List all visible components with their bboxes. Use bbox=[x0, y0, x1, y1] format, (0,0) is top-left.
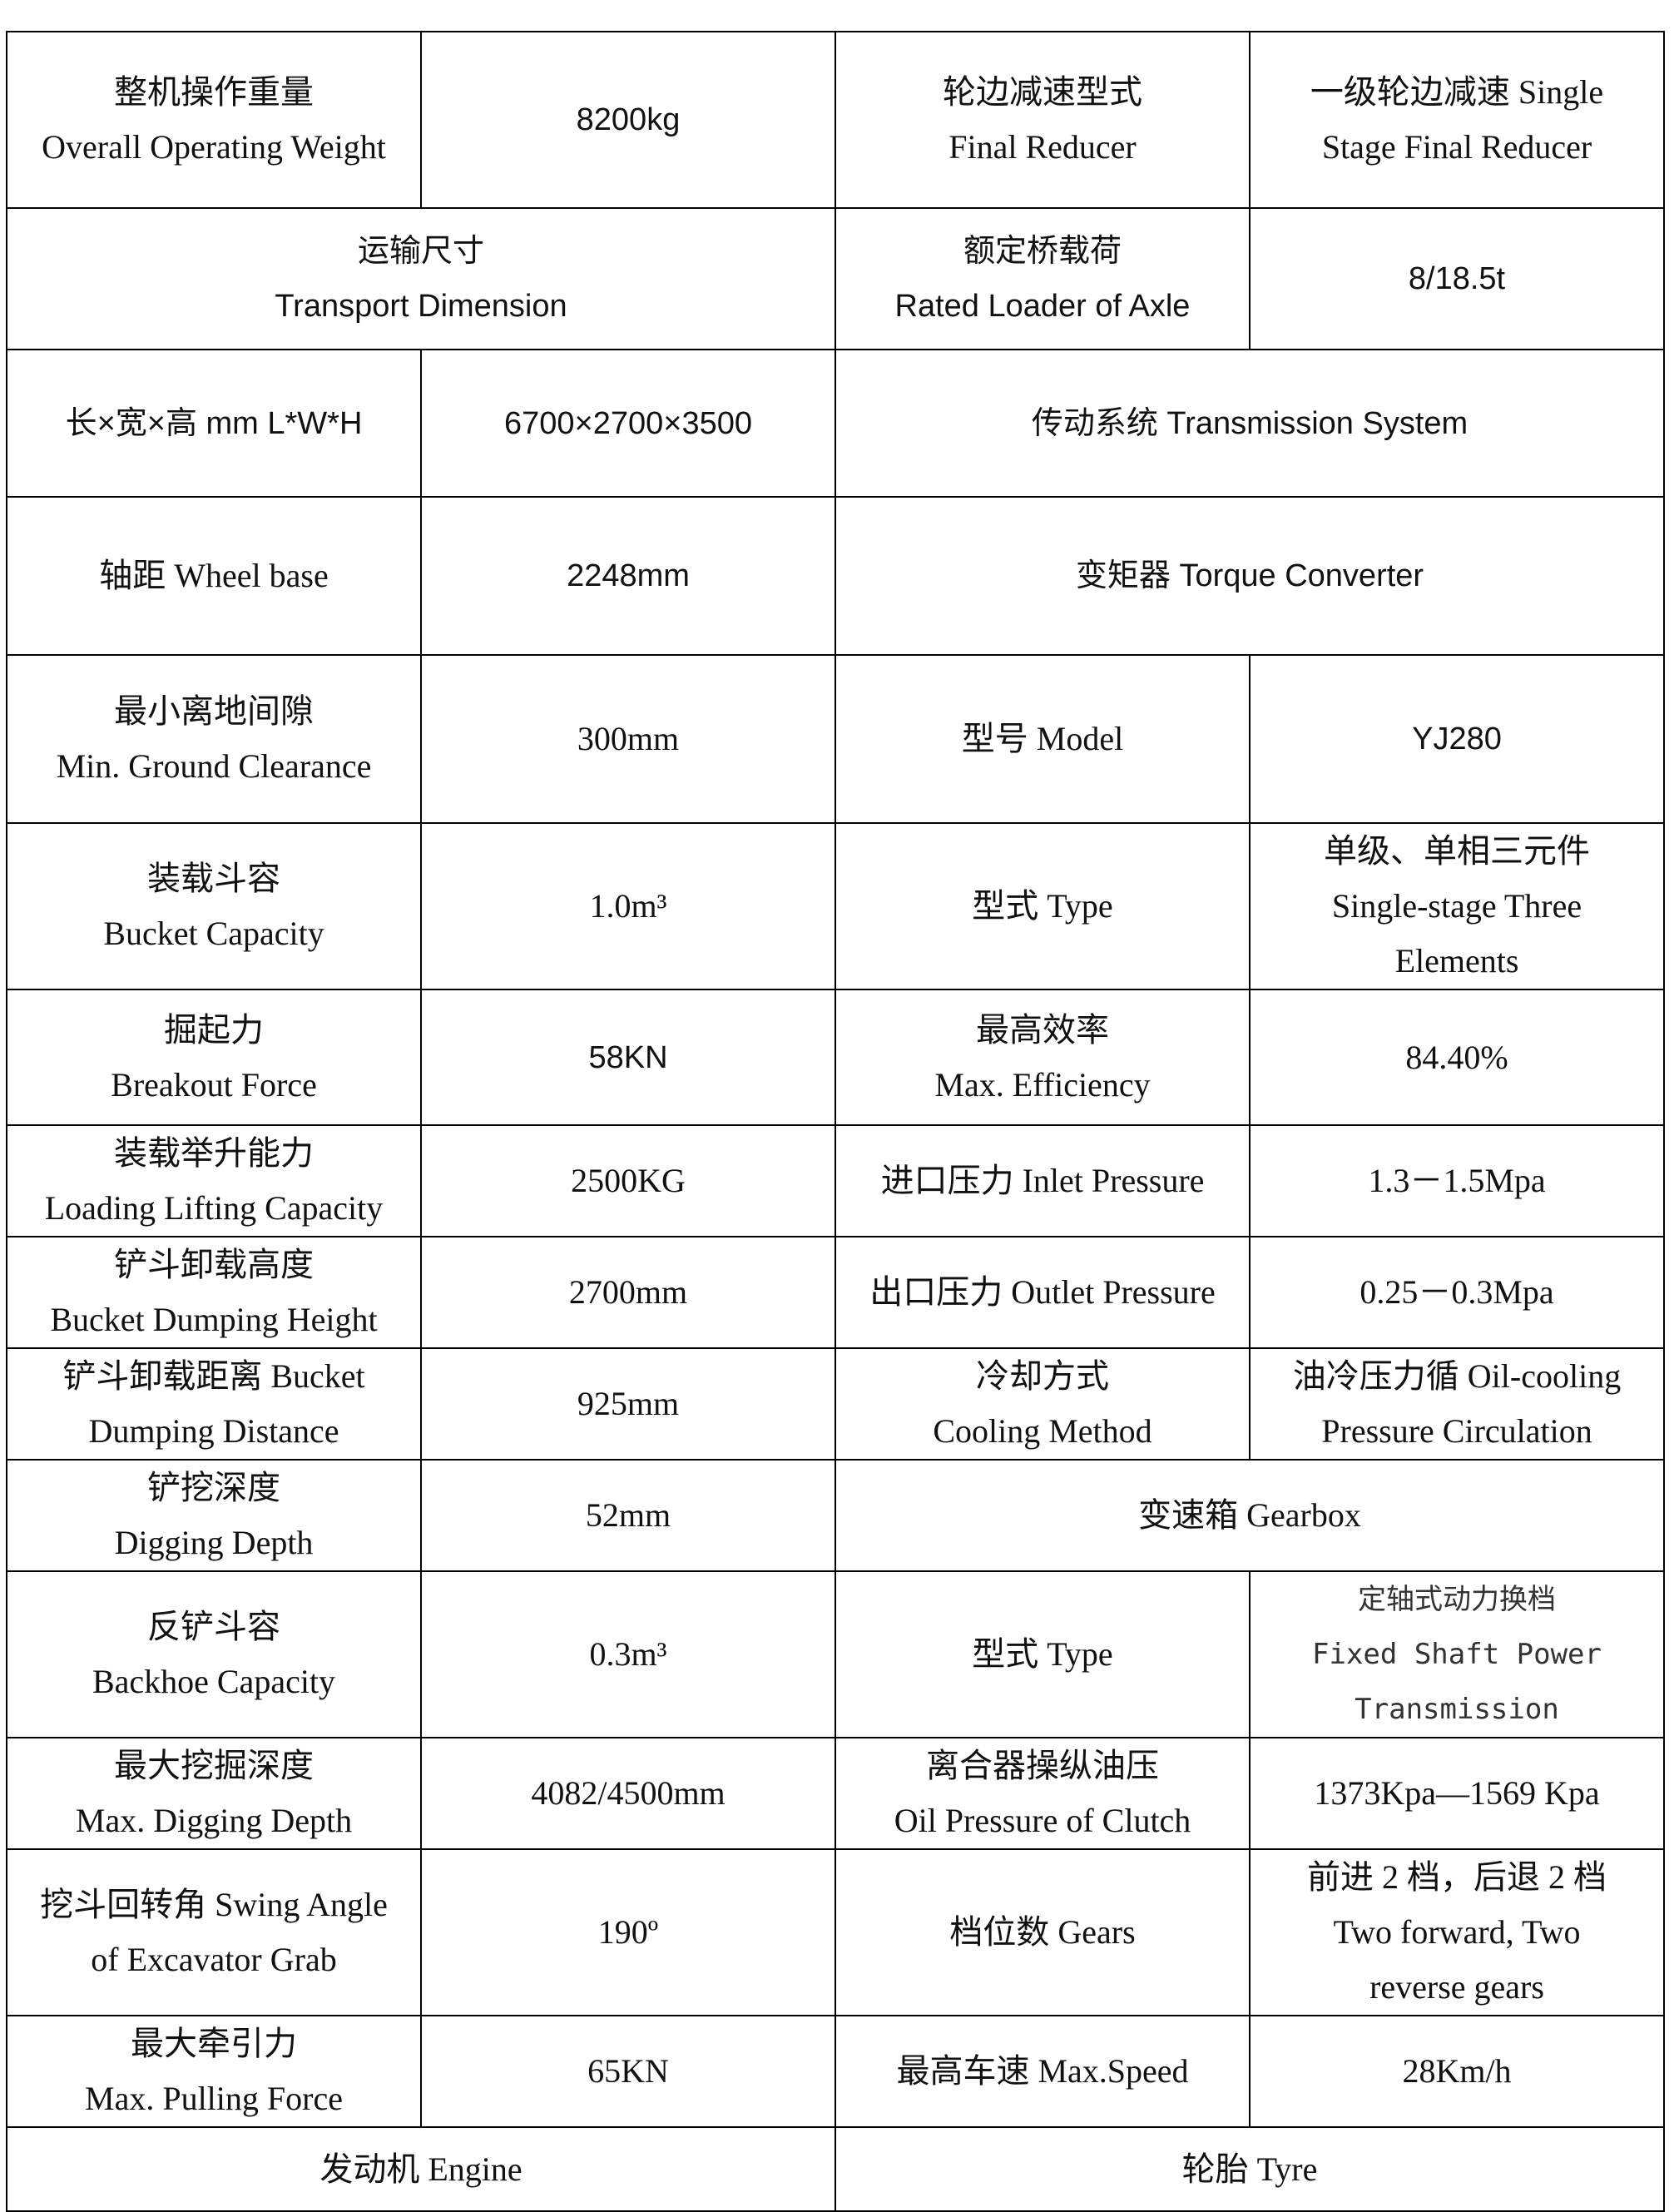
value-cell: 2500KG bbox=[420, 1124, 836, 1237]
label-cell: 铲挖深度 Digging Depth bbox=[6, 1459, 422, 1572]
table-row: 铲斗卸载高度 Bucket Dumping Height 2700mm 出口压力… bbox=[6, 1236, 1665, 1349]
value-cell: 1.3－1.5Mpa bbox=[1249, 1124, 1665, 1237]
label-cell: 长×宽×高 mm L*W*H bbox=[6, 349, 422, 498]
table-row: 最大挖掘深度 Max. Digging Depth 4082/4500mm 离合… bbox=[6, 1737, 1665, 1850]
table-row: 挖斗回转角 Swing Angle of Excavator Grab 190º… bbox=[6, 1848, 1665, 2016]
value-cell: 前进 2 档，后退 2 档 Two forward, Two reverse g… bbox=[1249, 1848, 1665, 2016]
value-cell: 4082/4500mm bbox=[420, 1737, 836, 1850]
value-cell: 0.3m³ bbox=[420, 1570, 836, 1738]
table-row: 最小离地间隙 Min. Ground Clearance 300mm 型号 Mo… bbox=[6, 654, 1665, 824]
table-row: 长×宽×高 mm L*W*H 6700×2700×3500 传动系统 Trans… bbox=[6, 349, 1665, 498]
value-cell: 2248mm bbox=[420, 496, 836, 656]
table-row: 运输尺寸 Transport Dimension 额定桥载荷 Rated Loa… bbox=[6, 207, 1665, 350]
table-row: 铲斗卸载距离 Bucket Dumping Distance 925mm 冷却方… bbox=[6, 1347, 1665, 1461]
label-cell: 最高效率 Max. Efficiency bbox=[835, 989, 1251, 1126]
value-cell: 300mm bbox=[420, 654, 836, 824]
label-cell: 型式 Type bbox=[835, 822, 1251, 990]
value-cell: 0.25－0.3Mpa bbox=[1249, 1236, 1665, 1349]
value-cell: 6700×2700×3500 bbox=[420, 349, 836, 498]
table-row: 整机操作重量 Overall Operating Weight 8200kg 轮… bbox=[6, 31, 1665, 209]
value-cell: 8/18.5t bbox=[1249, 207, 1665, 350]
label-cell: 型式 Type bbox=[835, 1570, 1251, 1738]
table-row: 发动机 Engine 轮胎 Tyre bbox=[6, 2126, 1665, 2212]
table-row: 掘起力 Breakout Force 58KN 最高效率 Max. Effici… bbox=[6, 989, 1665, 1126]
value-cell: 58KN bbox=[420, 989, 836, 1126]
value-cell: 925mm bbox=[420, 1347, 836, 1461]
label-cell: 冷却方式 Cooling Method bbox=[835, 1347, 1251, 1461]
label-cell: 最小离地间隙 Min. Ground Clearance bbox=[6, 654, 422, 824]
table-row: 装载举升能力 Loading Lifting Capacity 2500KG 进… bbox=[6, 1124, 1665, 1237]
value-cell: 一级轮边减速 Single Stage Final Reducer bbox=[1249, 31, 1665, 209]
label-cell: 最大牵引力 Max. Pulling Force bbox=[6, 2015, 422, 2128]
section-header-cell: 发动机 Engine bbox=[6, 2126, 836, 2212]
value-cell: 2700mm bbox=[420, 1236, 836, 1349]
label-cell: 铲斗卸载高度 Bucket Dumping Height bbox=[6, 1236, 422, 1349]
section-header-cell: 运输尺寸 Transport Dimension bbox=[6, 207, 836, 350]
label-cell: 进口压力 Inlet Pressure bbox=[835, 1124, 1251, 1237]
label-cell: 额定桥载荷 Rated Loader of Axle bbox=[835, 207, 1251, 350]
value-cell: 84.40% bbox=[1249, 989, 1665, 1126]
value-cell: 1373Kpa—1569 Kpa bbox=[1249, 1737, 1665, 1850]
label-cell: 整机操作重量 Overall Operating Weight bbox=[6, 31, 422, 209]
label-cell: 装载斗容 Bucket Capacity bbox=[6, 822, 422, 990]
value-cell: 定轴式动力换档 Fixed Shaft Power Transmission bbox=[1249, 1570, 1665, 1738]
section-header-cell: 传动系统 Transmission System bbox=[835, 349, 1665, 498]
section-header-cell: 变速箱 Gearbox bbox=[835, 1459, 1665, 1572]
label-cell: 型号 Model bbox=[835, 654, 1251, 824]
spec-table: 整机操作重量 Overall Operating Weight 8200kg 轮… bbox=[6, 31, 1665, 2212]
value-cell: 8200kg bbox=[420, 31, 836, 209]
value-cell: 1.0m³ bbox=[420, 822, 836, 990]
value-cell: 油冷压力循 Oil-cooling Pressure Circulation bbox=[1249, 1347, 1665, 1461]
value-cell: 单级、单相三元件 Single-stage Three Elements bbox=[1249, 822, 1665, 990]
table-row: 装载斗容 Bucket Capacity 1.0m³ 型式 Type 单级、单相… bbox=[6, 822, 1665, 990]
table-row: 铲挖深度 Digging Depth 52mm 变速箱 Gearbox bbox=[6, 1459, 1665, 1572]
label-cell: 离合器操纵油压 Oil Pressure of Clutch bbox=[835, 1737, 1251, 1850]
label-cell: 轮边减速型式 Final Reducer bbox=[835, 31, 1251, 209]
label-cell: 最高车速 Max.Speed bbox=[835, 2015, 1251, 2128]
value-cell: 190º bbox=[420, 1848, 836, 2016]
label-cell: 反铲斗容 Backhoe Capacity bbox=[6, 1570, 422, 1738]
value-cell: YJ280 bbox=[1249, 654, 1665, 824]
label-cell: 挖斗回转角 Swing Angle of Excavator Grab bbox=[6, 1848, 422, 2016]
label-cell: 最大挖掘深度 Max. Digging Depth bbox=[6, 1737, 422, 1850]
table-row: 轴距 Wheel base 2248mm 变矩器 Torque Converte… bbox=[6, 496, 1665, 656]
label-cell: 装载举升能力 Loading Lifting Capacity bbox=[6, 1124, 422, 1237]
section-header-cell: 轮胎 Tyre bbox=[835, 2126, 1665, 2212]
label-cell: 轴距 Wheel base bbox=[6, 496, 422, 656]
label-cell: 档位数 Gears bbox=[835, 1848, 1251, 2016]
label-cell: 出口压力 Outlet Pressure bbox=[835, 1236, 1251, 1349]
label-cell: 铲斗卸载距离 Bucket Dumping Distance bbox=[6, 1347, 422, 1461]
section-header-cell: 变矩器 Torque Converter bbox=[835, 496, 1665, 656]
value-cell: 65KN bbox=[420, 2015, 836, 2128]
label-cell: 掘起力 Breakout Force bbox=[6, 989, 422, 1126]
table-row: 最大牵引力 Max. Pulling Force 65KN 最高车速 Max.S… bbox=[6, 2015, 1665, 2128]
value-cell: 28Km/h bbox=[1249, 2015, 1665, 2128]
table-row: 反铲斗容 Backhoe Capacity 0.3m³ 型式 Type 定轴式动… bbox=[6, 1570, 1665, 1738]
value-cell: 52mm bbox=[420, 1459, 836, 1572]
